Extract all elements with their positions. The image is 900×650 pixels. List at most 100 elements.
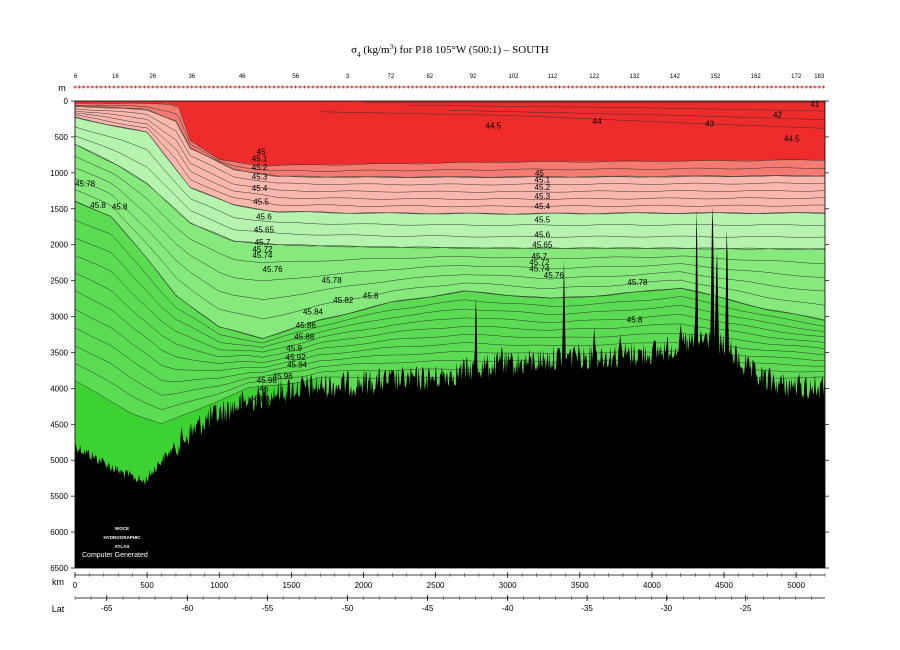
- contour-line: [75, 105, 825, 178]
- contour-line: [75, 102, 825, 167]
- station-number: 162: [751, 74, 762, 80]
- station-number: 16: [112, 74, 119, 80]
- x-tick-label: 4000: [643, 581, 661, 590]
- contour-label: 46.01: [261, 396, 282, 405]
- station-number: 122: [589, 74, 600, 80]
- y-tick-label: 2500: [50, 277, 68, 286]
- contour-label: 41: [810, 100, 819, 109]
- y-tick-label: 6000: [50, 528, 68, 537]
- lat-tick-label: -45: [422, 604, 434, 613]
- contour-line: [75, 114, 825, 208]
- contour-line: [75, 272, 825, 358]
- y-tick-label: 5000: [50, 456, 68, 465]
- contour-label: 45.94: [287, 361, 308, 370]
- contour-line: [75, 117, 825, 215]
- contour-label: 45.2: [252, 163, 268, 172]
- lat-tick-label: -50: [342, 604, 354, 613]
- contour-line: [75, 167, 825, 282]
- x-tick-label: 2500: [427, 581, 445, 590]
- contour-label: 45.76: [263, 265, 284, 274]
- plot-area: 4142434444.544.54545.145.245.345.445.545…: [75, 100, 825, 568]
- station-number: 6: [74, 74, 78, 80]
- contour-label: 45.72: [529, 258, 550, 267]
- contour-line: [75, 112, 825, 200]
- lat-tick-label: -65: [101, 604, 113, 613]
- contour-label: 45.7: [255, 238, 271, 247]
- y-axis-label: m: [58, 83, 66, 93]
- y-tick-label: 3500: [50, 348, 68, 357]
- contour-label: 44: [593, 117, 602, 126]
- contour-label: 45.7: [532, 252, 548, 261]
- contour-label: 45.92: [286, 353, 307, 362]
- y-tick-label: 3000: [50, 313, 68, 322]
- bathymetry: [75, 206, 825, 568]
- y-tick-label: 2000: [50, 241, 68, 250]
- contour-label: 45.74: [529, 264, 550, 273]
- contour-label: 45.65: [532, 241, 553, 250]
- x-tick-label: 3000: [499, 581, 517, 590]
- x-tick-label: 1500: [282, 581, 300, 590]
- x-tick-label: 0: [73, 581, 78, 590]
- contour-label: 45.1: [535, 175, 551, 184]
- lat-tick-label: -25: [740, 604, 752, 613]
- logo-line-2: HYDROGRAPHIC: [103, 535, 141, 540]
- station-number: 142: [670, 74, 681, 80]
- contour-label: 45.6: [535, 231, 551, 240]
- contour-line: [320, 111, 825, 129]
- lat-tick-label: -35: [581, 604, 593, 613]
- contour-label: 45.76: [544, 271, 565, 280]
- computer-generated-caption: Computer Generated: [82, 552, 148, 559]
- contour-line: [75, 108, 825, 186]
- station-number: 3: [346, 74, 350, 80]
- contour-label: 45.6: [256, 213, 272, 222]
- contour-label: 45.4: [252, 184, 268, 193]
- woce-logo: WOCE HYDROGRAPHIC ATLAS Computer Generat…: [82, 526, 148, 559]
- contour-label: 42: [773, 111, 782, 120]
- plot-frame: [74, 100, 826, 569]
- contour-label: 45.4: [535, 202, 551, 211]
- station-number: 46: [239, 74, 246, 80]
- lat-tick-label: -30: [661, 604, 673, 613]
- contour-line: [75, 200, 825, 339]
- contour-label: 46: [259, 384, 268, 393]
- contour-line: [75, 201, 825, 339]
- x-tick-label: 500: [140, 581, 154, 590]
- y-tick-label: 1000: [50, 169, 68, 178]
- contour-line: [449, 110, 825, 120]
- station-number: 82: [426, 74, 433, 80]
- contour-line: [75, 219, 825, 344]
- station-number: 112: [548, 74, 558, 80]
- contour-label: 44.5: [486, 121, 502, 130]
- lat-tick-label: -40: [502, 604, 514, 613]
- station-number: 56: [292, 74, 299, 80]
- contour-line: [75, 110, 825, 193]
- x-tick-label: 5000: [787, 581, 805, 590]
- x-tick-label: 4500: [715, 581, 733, 590]
- contour-label: 45.84: [303, 308, 324, 317]
- lat-tick-label: -60: [182, 604, 194, 613]
- lat-tick-label: -55: [262, 604, 274, 613]
- contour-label: 45.74: [252, 251, 273, 260]
- chart-title: σ4 (kg/m3) for P18 105°W (500:1) – SOUTH: [351, 43, 549, 59]
- contour-label: 46.03: [252, 415, 273, 424]
- x-tick-label: 2000: [355, 581, 373, 590]
- contour-label: 45.65: [254, 226, 275, 235]
- contour-label: 45.1: [252, 155, 268, 164]
- contour-label: 45.96: [273, 372, 294, 381]
- contour-line: [75, 126, 825, 227]
- contour-line: [75, 290, 825, 364]
- logo-line-3: ATLAS: [115, 544, 130, 549]
- contour-line: [75, 143, 825, 250]
- x-axis-label: km: [52, 577, 64, 587]
- band-surface-44.5: [75, 101, 825, 166]
- y-tick-label: 0: [64, 97, 69, 106]
- contour-label: 45.8: [90, 201, 106, 210]
- contour-label: 45.5: [253, 198, 269, 207]
- y-tick-label: 4000: [50, 384, 68, 393]
- contour-label: 45.98: [257, 376, 278, 385]
- y-tick-label: 1500: [50, 205, 68, 214]
- contour-line: [75, 237, 825, 348]
- station-number: 92: [470, 74, 477, 80]
- contour-line: [75, 155, 825, 264]
